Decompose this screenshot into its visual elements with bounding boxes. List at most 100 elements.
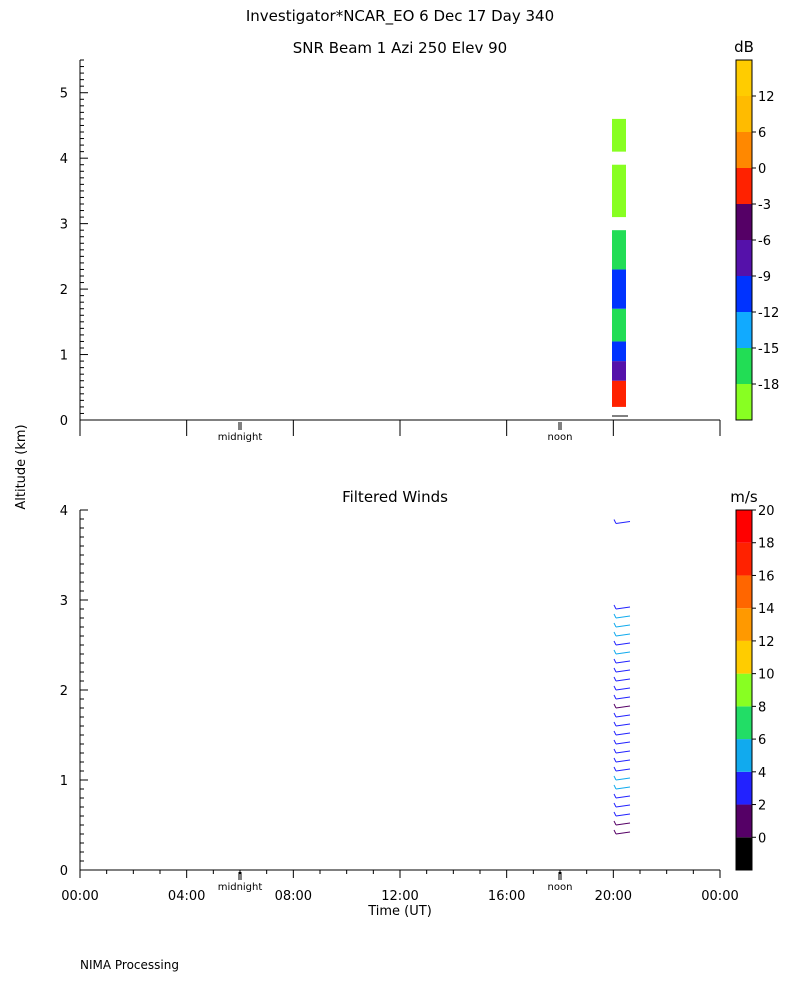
- wind-barb: [615, 642, 631, 646]
- wind-barb: [615, 804, 631, 808]
- x-tick-label: 04:00: [168, 889, 205, 904]
- wind-barb-flag: [613, 622, 617, 628]
- colorbar-segment: [736, 312, 752, 348]
- y-tick-label: 3: [60, 594, 68, 609]
- colorbar-tick-label: 14: [758, 602, 775, 617]
- wind-barb: [615, 678, 631, 682]
- wind-barb: [615, 651, 631, 655]
- colorbar-tick-label: 12: [758, 90, 775, 105]
- colorbar-segment: [736, 132, 752, 168]
- colorbar-tick-label: 20: [758, 504, 775, 519]
- wind-barb-flag: [613, 775, 617, 781]
- wind-barb-flag: [613, 820, 617, 826]
- wind-barb: [615, 741, 631, 745]
- colorbar-segment: [736, 168, 752, 204]
- x-tick-label: 12:00: [381, 889, 418, 904]
- time-axis-label: Time (UT): [367, 904, 432, 919]
- winds-plot: 0 1 2 3 4 00:00 04:00 08:00 12:00 16:00 20:00 00:00…: [60, 504, 739, 904]
- x-tick-label: 00:00: [61, 889, 98, 904]
- colorbar-tick-label: 16: [758, 569, 775, 584]
- day-marker-label: noon: [548, 432, 573, 443]
- snr-cell: [612, 308, 626, 342]
- colorbar-tick-label: -9: [758, 270, 771, 285]
- wind-barb: [615, 615, 631, 619]
- y-tick-label: 2: [60, 684, 68, 699]
- colorbar-segment: [736, 60, 752, 96]
- colorbar-segment: [736, 542, 752, 576]
- y-tick-label: 2: [60, 283, 68, 298]
- day-marker-label: midnight: [218, 432, 263, 443]
- wind-barb: [615, 705, 631, 709]
- wind-barb-flag: [613, 703, 617, 709]
- wind-barb-flag: [613, 829, 617, 835]
- winds-colorbar: 0 2 4 6 8 10 12 14 16 18 20: [735, 504, 775, 871]
- wind-barb-flag: [613, 712, 617, 718]
- y-tick-label: 0: [60, 864, 68, 879]
- wind-barb-flag: [613, 784, 617, 790]
- wind-barb-flag: [613, 748, 617, 754]
- wind-barb-flag: [613, 730, 617, 736]
- colorbar-tick-label: -18: [758, 378, 779, 393]
- snr-cell: [612, 230, 626, 270]
- colorbar-tick-label: -15: [758, 342, 779, 357]
- colorbar-segment: [736, 240, 752, 276]
- colorbar-segment: [736, 739, 752, 772]
- snr-cell: [612, 380, 626, 407]
- wind-barb-flag: [613, 793, 617, 799]
- y-tick-label: 5: [60, 87, 68, 102]
- snr-cell: [612, 164, 626, 218]
- x-tick-label: 16:00: [488, 889, 525, 904]
- wind-barb: [615, 669, 631, 673]
- snr-cell: [612, 361, 626, 381]
- colorbar-tick-label: 10: [758, 668, 775, 683]
- wind-barb: [615, 777, 631, 781]
- colorbar-segment: [736, 204, 752, 240]
- y-tick-label: 4: [60, 152, 68, 167]
- wind-barb: [615, 750, 631, 754]
- wind-barb-flag: [613, 757, 617, 763]
- snr-cell: [612, 341, 626, 362]
- wind-barb: [615, 786, 631, 790]
- wind-barb: [615, 831, 631, 835]
- wind-barb: [615, 714, 631, 718]
- footer-text: NIMA Processing: [80, 958, 179, 972]
- wind-barb: [615, 687, 631, 691]
- colorbar-segment: [736, 608, 752, 641]
- colorbar-segment: [736, 348, 752, 384]
- wind-barb-flag: [613, 631, 617, 637]
- y-tick-label: 1: [60, 349, 68, 364]
- wind-barb-flag: [613, 802, 617, 808]
- wind-barb: [615, 624, 631, 628]
- snr-colorbar: -18 -15 -12 -9 -6 -3 0 6 12: [735, 59, 779, 421]
- wind-barb-flag: [613, 658, 617, 664]
- wind-barb-flag: [613, 766, 617, 772]
- wind-barb-flag: [613, 811, 617, 817]
- colorbar-tick-label: 12: [758, 635, 775, 650]
- colorbar-frame: [735, 509, 753, 871]
- y-tick-label: 4: [60, 504, 68, 519]
- wind-barb: [615, 723, 631, 727]
- snr-cell: [612, 269, 626, 309]
- x-tick-label: 00:00: [701, 889, 738, 904]
- snr-title: SNR Beam 1 Azi 250 Elev 90: [293, 39, 507, 57]
- colorbar-segment: [736, 804, 752, 838]
- wind-barb: [615, 813, 631, 817]
- colorbar-tick-label: -3: [758, 198, 771, 213]
- colorbar-tick-label: 2: [758, 799, 766, 814]
- colorbar-segment: [736, 510, 752, 543]
- wind-barb-flag: [613, 739, 617, 745]
- day-marker-label: noon: [548, 882, 573, 893]
- colorbar-tick-label: 6: [758, 126, 766, 141]
- wind-barb: [615, 633, 631, 637]
- colorbar-tick-label: -12: [758, 306, 779, 321]
- y-tick-label: 3: [60, 218, 68, 233]
- colorbar-segment: [736, 706, 752, 740]
- colorbar-tick-label: -6: [758, 234, 771, 249]
- y-tick-label: 0: [60, 414, 68, 429]
- wind-barb: [615, 521, 631, 524]
- wind-barb-flag: [613, 604, 617, 610]
- wind-barb-flag: [613, 613, 617, 619]
- colorbar-tick-label: 8: [758, 700, 766, 715]
- wind-barb: [615, 795, 631, 799]
